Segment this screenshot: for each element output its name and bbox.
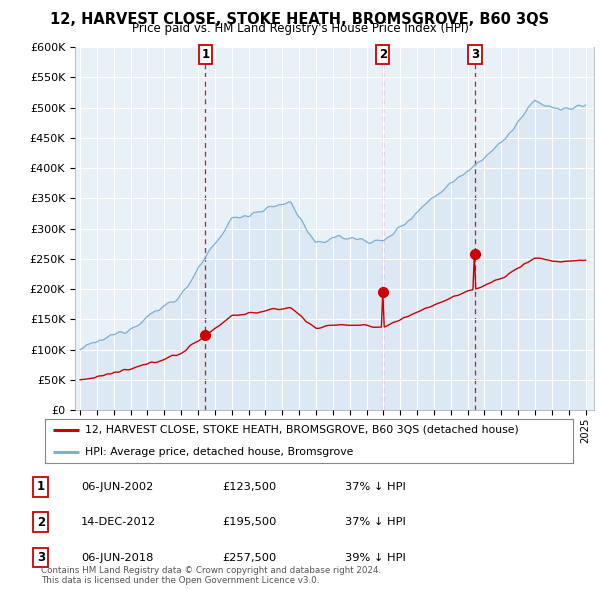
Text: 39% ↓ HPI: 39% ↓ HPI: [345, 553, 406, 562]
Text: 2: 2: [37, 516, 45, 529]
Text: 06-JUN-2018: 06-JUN-2018: [81, 553, 154, 562]
Text: £257,500: £257,500: [222, 553, 276, 562]
Text: 2: 2: [379, 48, 387, 61]
Text: 3: 3: [471, 48, 479, 61]
Text: 1: 1: [202, 48, 209, 61]
Text: HPI: Average price, detached house, Bromsgrove: HPI: Average price, detached house, Brom…: [85, 447, 353, 457]
Text: £123,500: £123,500: [222, 482, 276, 491]
Text: 1: 1: [37, 480, 45, 493]
Text: £195,500: £195,500: [222, 517, 277, 527]
Text: Contains HM Land Registry data © Crown copyright and database right 2024.
This d: Contains HM Land Registry data © Crown c…: [41, 566, 381, 585]
Text: 3: 3: [37, 551, 45, 564]
Text: 37% ↓ HPI: 37% ↓ HPI: [345, 517, 406, 527]
Text: Price paid vs. HM Land Registry's House Price Index (HPI): Price paid vs. HM Land Registry's House …: [131, 22, 469, 35]
Text: 37% ↓ HPI: 37% ↓ HPI: [345, 482, 406, 491]
Text: 12, HARVEST CLOSE, STOKE HEATH, BROMSGROVE, B60 3QS (detached house): 12, HARVEST CLOSE, STOKE HEATH, BROMSGRO…: [85, 425, 518, 435]
Text: 12, HARVEST CLOSE, STOKE HEATH, BROMSGROVE, B60 3QS: 12, HARVEST CLOSE, STOKE HEATH, BROMSGRO…: [50, 12, 550, 27]
Text: 06-JUN-2002: 06-JUN-2002: [81, 482, 153, 491]
Text: 14-DEC-2012: 14-DEC-2012: [81, 517, 156, 527]
